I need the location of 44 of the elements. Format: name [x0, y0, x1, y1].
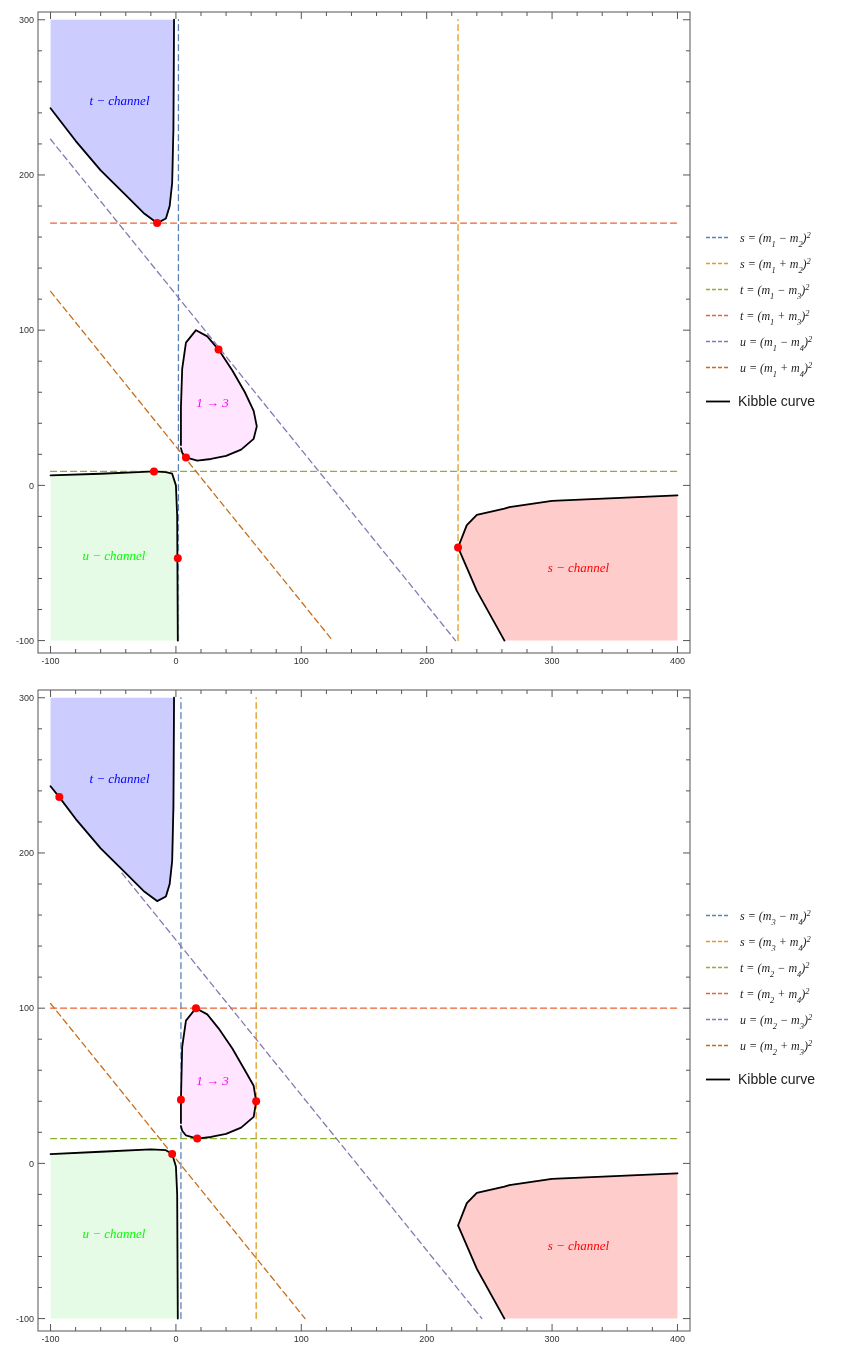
annotation: 1 → 3	[196, 395, 230, 411]
annotation: s − channel	[547, 560, 610, 576]
legend-label: u = (m$_{2}$ − m$_{3}$)$^{2}$	[740, 1012, 813, 1031]
y-tick-label: 300	[18, 692, 34, 703]
y-tick-label: 200	[18, 170, 34, 181]
x-tick-label: 400	[669, 1334, 685, 1344]
y-tick-label: -100	[15, 1313, 34, 1324]
legend-label: t = (m$_{1}$ + m$_{3}$)$^{2}$	[740, 308, 810, 327]
legend-label: s = (m$_{3}$ − m$_{4}$)$^{2}$	[740, 908, 811, 927]
x-tick-label: 100	[293, 1334, 309, 1344]
x-tick-label: -100	[41, 1334, 60, 1344]
annotation: u − channel	[82, 548, 146, 564]
x-tick-label: 100	[293, 656, 309, 666]
legend-label: s = (m$_{1}$ + m$_{2}$)$^{2}$	[740, 256, 811, 275]
y-tick-label: 0	[28, 480, 34, 491]
x-tick-label: 300	[544, 1334, 560, 1344]
y-tick-label: 200	[18, 848, 34, 859]
annotation: t − channel	[89, 92, 150, 108]
legend-label: Kibble curve	[738, 393, 816, 410]
x-tick-label: 0	[173, 656, 179, 666]
legend-label: t = (m$_{1}$ − m$_{3}$)$^{2}$	[740, 282, 810, 301]
legend-label: s = (m$_{3}$ + m$_{4}$)$^{2}$	[740, 934, 811, 953]
legend-label: u = (m$_{1}$ + m$_{4}$)$^{2}$	[740, 360, 813, 379]
y-tick-label: -100	[15, 635, 34, 646]
y-tick-label: 0	[28, 1158, 34, 1169]
x-tick-label: 200	[419, 1334, 435, 1344]
annotation: u − channel	[82, 1226, 146, 1242]
x-tick-label: 0	[173, 1334, 179, 1344]
y-tick-label: 100	[18, 1003, 34, 1014]
x-tick-label: 200	[419, 656, 435, 666]
annotation: s − channel	[547, 1238, 610, 1254]
x-tick-label: 300	[544, 656, 560, 666]
y-tick-label: 300	[18, 14, 34, 25]
x-tick-label: -100	[41, 656, 60, 666]
x-tick-label: 400	[669, 656, 685, 666]
legend-label: u = (m$_{2}$ + m$_{3}$)$^{2}$	[740, 1038, 813, 1057]
legend-label: Kibble curve	[738, 1071, 816, 1088]
legend-label: s = (m$_{1}$ − m$_{2}$)$^{2}$	[740, 230, 811, 249]
annotation: t − channel	[89, 770, 150, 786]
y-tick-label: 100	[18, 325, 34, 336]
legend-label: u = (m$_{1}$ − m$_{4}$)$^{2}$	[740, 334, 813, 353]
legend-label: t = (m$_{2}$ + m$_{4}$)$^{2}$	[740, 986, 810, 1005]
legend-label: t = (m$_{2}$ − m$_{4}$)$^{2}$	[740, 960, 810, 979]
annotation: 1 → 3	[196, 1073, 230, 1089]
